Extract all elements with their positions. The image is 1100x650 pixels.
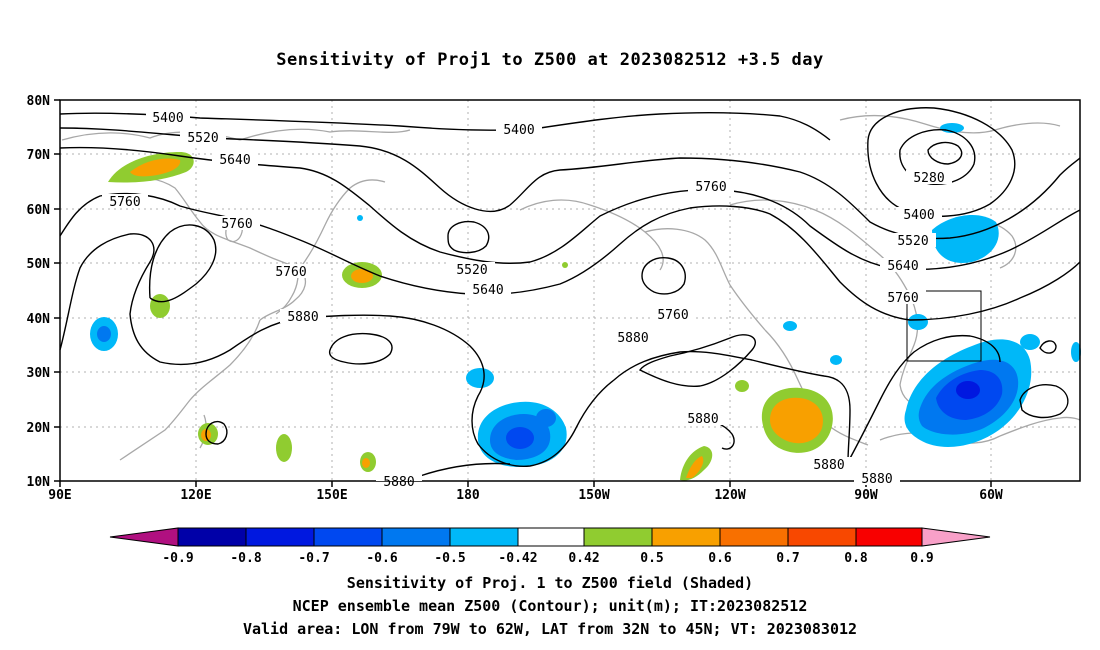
lon-label: 90W [854, 488, 878, 503]
footer-shaded-description: Sensitivity of Proj. 1 to Z500 field (Sh… [346, 574, 754, 592]
contour-label: 5760 [221, 217, 252, 232]
colorbar-cell [449, 527, 519, 547]
contour-label: 5400 [503, 123, 534, 138]
contour-label: 5520 [897, 234, 928, 249]
colorbar-cell [583, 527, 653, 547]
lat-label: 70N [27, 148, 51, 163]
footer-contour-description: NCEP ensemble mean Z500 (Contour); unit(… [292, 597, 808, 615]
contour-5760-line-1 [59, 192, 1081, 321]
contour-label: 5880 [813, 458, 844, 473]
valid-area-box [906, 290, 982, 362]
lat-label: 60N [27, 203, 51, 218]
contour-label: 5880 [861, 472, 892, 487]
map-title: Sensitivity of Proj1 to Z500 at 20230825… [276, 50, 824, 70]
contour-label: 5880 [287, 310, 318, 325]
colorbar-label: -0.8 [230, 551, 261, 566]
lon-label: 60W [979, 488, 1003, 503]
colorbar-label: 0.9 [910, 551, 933, 566]
lon-label: 150E [316, 488, 347, 503]
contour-5880-line-2 [638, 334, 757, 388]
colorbar-label: 0.5 [640, 551, 663, 566]
contour-label: 5280 [913, 171, 944, 186]
z500-contours [59, 107, 1081, 477]
contour-pacific-low-b [641, 257, 686, 295]
contour-5880-line-1 [59, 233, 851, 467]
colorbar-label: -0.9 [162, 551, 193, 566]
map-frame [59, 99, 1081, 482]
colorbar-label: -0.7 [298, 551, 329, 566]
colorbar-cell [381, 527, 451, 547]
contour-label: 5760 [275, 265, 306, 280]
colorbar-label: 0.42 [568, 551, 599, 566]
contour-inner-low-line [927, 141, 963, 165]
colorbar-cell [787, 527, 857, 547]
lat-label: 20N [27, 421, 51, 436]
colorbar-label: 0.7 [776, 551, 799, 566]
contour-5520-line [59, 127, 1081, 240]
lat-label: 10N [27, 475, 51, 490]
contour-5880-line-5 [847, 334, 1001, 463]
contour-label: 5640 [219, 153, 250, 168]
contour-5880-line-3 [328, 332, 393, 365]
colorbar-label: 0.8 [844, 551, 868, 566]
contour-label: 5880 [617, 331, 648, 346]
longitude-labels: 90E 120E 150E 180 150W 120W 90W 60W [48, 488, 1003, 503]
contour-label: 5760 [695, 180, 726, 195]
contour-east-atl-a [1019, 384, 1069, 419]
colorbar-cell [719, 527, 789, 547]
contour-5760-line-2 [148, 224, 217, 303]
colorbar-cell [245, 527, 315, 547]
contour-label: 5520 [187, 131, 218, 146]
colorbar-cell [313, 527, 383, 547]
axis-ticks [54, 99, 992, 487]
colorbar-label: -0.5 [434, 551, 465, 566]
colorbar-cell [177, 527, 247, 547]
colorbar-cell [651, 527, 721, 547]
contour-label: 5520 [456, 263, 487, 278]
contour-label: 5640 [472, 283, 503, 298]
lat-label: 30N [27, 366, 51, 381]
lon-label: 150W [578, 488, 609, 503]
contour-east-atl-b [1039, 340, 1057, 354]
color-bar: -0.9 -0.8 -0.7 -0.6 -0.5 -0.42 0.42 0.5 … [109, 527, 991, 566]
contour-label: 5400 [152, 111, 183, 126]
colorbar-right-arrow [921, 527, 991, 547]
footer-valid-area: Valid area: LON from 79W to 62W, LAT fro… [242, 620, 858, 638]
contour-labels: 5400 5400 5400 5520 5520 5520 5640 5640 … [102, 110, 952, 490]
contour-pacific-low-a [447, 220, 490, 254]
colorbar-label: 0.6 [708, 551, 732, 566]
contour-5880-line-4 [419, 462, 511, 477]
lat-label: 50N [27, 257, 51, 272]
lon-label: 120W [714, 488, 745, 503]
lat-label: 40N [27, 312, 51, 327]
contour-label: 5880 [687, 412, 718, 427]
contour-label: 5760 [887, 291, 918, 306]
lon-label: 180 [456, 488, 480, 503]
lat-label: 80N [27, 94, 51, 109]
contour-typhoon [205, 420, 228, 445]
contour-label: 5400 [903, 208, 934, 223]
contour-label: 5760 [109, 195, 140, 210]
lon-label: 90E [48, 488, 71, 503]
lon-label: 120E [180, 488, 211, 503]
contour-low-ring-line [867, 107, 1016, 217]
contour-label: 5640 [887, 259, 918, 274]
colorbar-cell [517, 527, 585, 547]
contour-label: 5880 [383, 475, 414, 490]
colorbar-left-arrow [109, 527, 179, 547]
latitude-labels: 80N 70N 60N 50N 40N 30N 20N 10N [27, 94, 51, 490]
colorbar-label: -0.42 [498, 551, 537, 566]
colorbar-label: -0.6 [366, 551, 397, 566]
contour-label: 5760 [657, 308, 688, 323]
sensitivity-shading [90, 123, 1081, 481]
colorbar-cell [855, 527, 923, 547]
